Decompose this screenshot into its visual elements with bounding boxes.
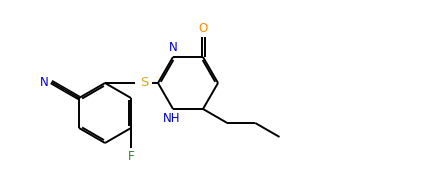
Text: O: O xyxy=(198,22,208,35)
Text: N: N xyxy=(169,41,177,54)
Text: S: S xyxy=(140,76,148,90)
Text: N: N xyxy=(40,75,48,89)
Text: NH: NH xyxy=(163,112,181,125)
Text: F: F xyxy=(128,150,134,163)
